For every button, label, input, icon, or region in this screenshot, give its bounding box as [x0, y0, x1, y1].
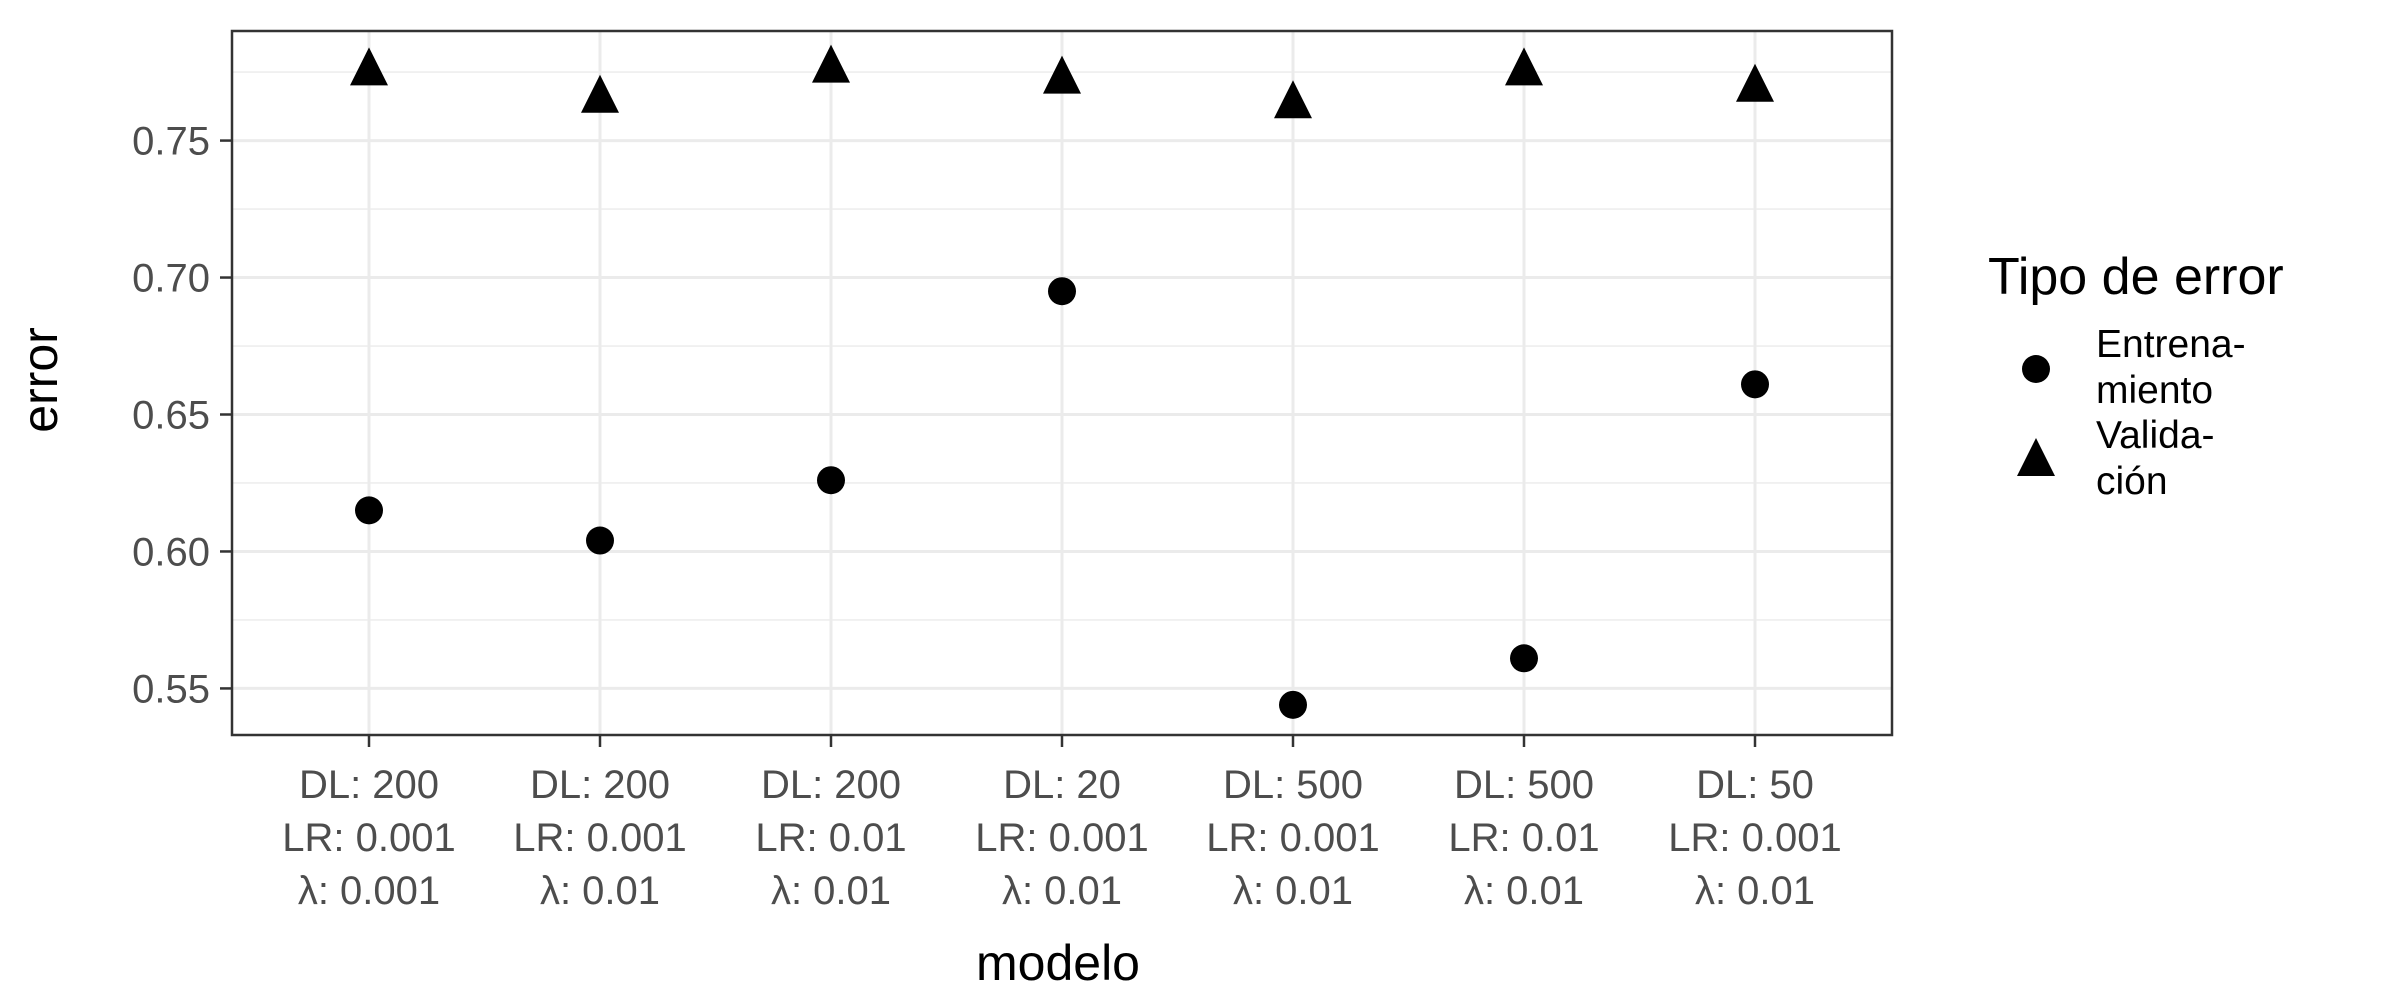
legend-label: Entrena-miento	[2096, 323, 2246, 412]
legend-label: Valida-ción	[2096, 414, 2215, 503]
x-tick-label: DL: 200 LR: 0.001 λ: 0.01	[513, 763, 686, 913]
training-point	[1510, 644, 1538, 673]
validation-point	[1043, 55, 1081, 94]
x-axis-title: modelo	[976, 935, 1140, 991]
y-tick-label: 0.60	[132, 530, 210, 574]
training-point	[1741, 370, 1769, 399]
validation-point	[1736, 63, 1774, 102]
validation-point	[581, 74, 619, 113]
grid-layer	[232, 31, 1892, 735]
x-tick-label: DL: 200 LR: 0.01 λ: 0.01	[755, 763, 906, 913]
x-tick-label: DL: 20 LR: 0.001 λ: 0.01	[975, 763, 1148, 913]
validation-point	[812, 44, 850, 83]
validation-point	[350, 47, 388, 86]
legend-title: Tipo de error	[1988, 248, 2284, 306]
validation-point	[1505, 47, 1543, 86]
training-point	[817, 466, 845, 495]
training-point	[586, 526, 614, 555]
x-tick-label: DL: 50 LR: 0.001 λ: 0.01	[1668, 763, 1841, 913]
validation-point	[1274, 80, 1312, 119]
y-axis-title: error	[12, 327, 68, 433]
tick-layer: 0.55 0.60 0.65 0.70 0.75 DL: 200 LR: 0.001 λ: 0…	[132, 120, 1842, 913]
x-tick-label: DL: 200 LR: 0.001 λ: 0.001	[282, 763, 455, 913]
legend-key-triangle	[2017, 438, 2055, 476]
data-points	[350, 44, 1774, 719]
training-point	[1279, 690, 1307, 719]
panel-border	[230, 29, 1894, 737]
y-tick-label: 0.55	[132, 667, 210, 711]
training-point	[355, 496, 383, 525]
y-tick-label: 0.70	[132, 257, 210, 301]
y-tick-label: 0.75	[132, 120, 210, 164]
y-tick-label: 0.65	[132, 394, 210, 438]
x-tick-label: DL: 500 LR: 0.001 λ: 0.01	[1206, 763, 1379, 913]
training-point	[1048, 277, 1076, 306]
x-tick-label: DL: 500 LR: 0.01 λ: 0.01	[1448, 763, 1599, 913]
legend-key-circle	[2022, 355, 2050, 383]
